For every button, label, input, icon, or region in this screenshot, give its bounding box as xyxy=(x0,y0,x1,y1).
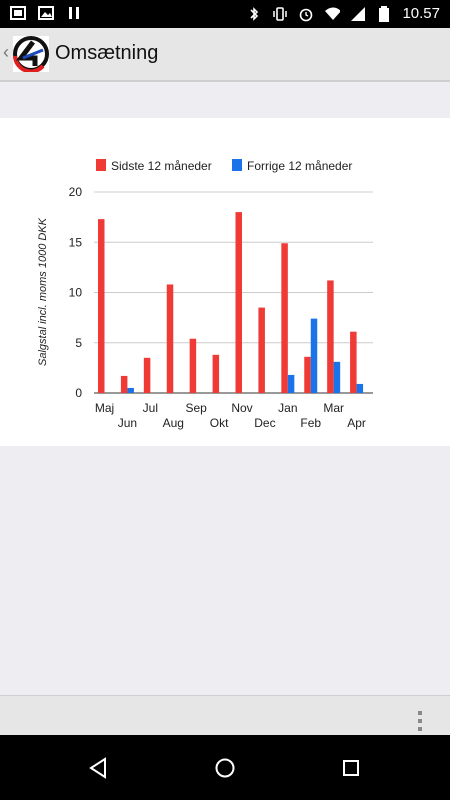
legend-swatch xyxy=(232,159,242,171)
y-tick-label: 0 xyxy=(75,386,82,400)
gallery-icon xyxy=(38,5,54,21)
bar-previous-jun xyxy=(127,387,134,393)
y-axis-label: Salgstal incl. moms 1000 DKK xyxy=(37,217,49,366)
bar-current-jan xyxy=(281,243,288,393)
y-axis-ticks: 0 5 10 15 20 xyxy=(69,185,83,400)
alarm-icon xyxy=(298,6,314,22)
bar-current-apr xyxy=(350,331,357,393)
legend-label: Forrige 12 måneder xyxy=(247,159,352,173)
status-bar: 10.57 xyxy=(0,0,450,28)
y-tick-label: 20 xyxy=(69,185,83,199)
y-tick-label: 5 xyxy=(75,336,82,350)
x-tick-label: Feb xyxy=(300,416,321,430)
navigation-bar xyxy=(0,735,450,800)
battery-icon xyxy=(376,5,392,22)
image-icon xyxy=(10,5,26,21)
status-time: 10.57 xyxy=(402,5,440,22)
overflow-menu-icon[interactable] xyxy=(418,711,422,731)
sub-header xyxy=(0,82,450,118)
x-tick-label: Aug xyxy=(163,416,184,430)
chart-legend: Sidste 12 måneder Forrige 12 måneder xyxy=(96,159,352,173)
bar-current-mar xyxy=(327,280,334,393)
bar-current-okt xyxy=(212,354,220,393)
chart-gridlines xyxy=(94,191,373,394)
y-tick-label: 15 xyxy=(69,235,83,249)
revenue-chart: Sidste 12 måneder Forrige 12 måneder 0 5 10… xyxy=(37,159,373,430)
x-tick-label: Mar xyxy=(323,401,344,415)
x-tick-label: Jul xyxy=(143,401,158,415)
legend-label: Sidste 12 måneder xyxy=(111,159,212,173)
bar-current-jul xyxy=(143,357,151,393)
back-icon[interactable] xyxy=(83,753,113,783)
recents-icon[interactable] xyxy=(336,753,366,783)
bar-previous-feb xyxy=(310,318,318,393)
x-tick-label: Jun xyxy=(118,416,137,430)
y-tick-label: 10 xyxy=(69,286,83,300)
chevron-left-icon[interactable]: ‹ xyxy=(3,42,9,62)
legend-swatch xyxy=(96,159,106,171)
bar-current-jun xyxy=(120,375,128,393)
home-icon[interactable] xyxy=(210,753,240,783)
bar-current-sep xyxy=(189,338,197,393)
bar-current-dec xyxy=(258,307,265,393)
chart-card: Sidste 12 måneder Forrige 12 måneder 0 5 10… xyxy=(0,118,450,446)
signal-icon xyxy=(350,6,366,22)
action-bar: ‹ Omsætning xyxy=(0,28,450,82)
x-tick-label: Apr xyxy=(347,416,366,430)
x-tick-label: Jan xyxy=(278,401,297,415)
bluetooth-icon xyxy=(246,6,262,22)
bar-current-feb xyxy=(304,356,311,393)
chart-bars xyxy=(98,212,364,393)
page-title: Omsætning xyxy=(55,42,159,64)
wifi-icon xyxy=(324,6,341,22)
x-tick-label: Okt xyxy=(210,416,229,430)
vibrate-icon xyxy=(272,6,288,22)
x-tick-label: Sep xyxy=(185,401,207,415)
bar-current-aug xyxy=(166,284,174,393)
bar-previous-mar xyxy=(333,361,341,393)
bottom-toolbar xyxy=(0,695,450,736)
pause-icon xyxy=(66,5,82,21)
x-tick-label: Dec xyxy=(254,416,275,430)
bar-current-maj xyxy=(98,219,105,393)
bar-previous-apr xyxy=(356,383,364,393)
bar-current-nov xyxy=(235,212,242,393)
x-tick-label: Nov xyxy=(231,401,252,415)
bar-previous-jan xyxy=(287,374,295,393)
x-tick-label: Maj xyxy=(95,401,114,415)
app-logo[interactable] xyxy=(13,36,49,74)
